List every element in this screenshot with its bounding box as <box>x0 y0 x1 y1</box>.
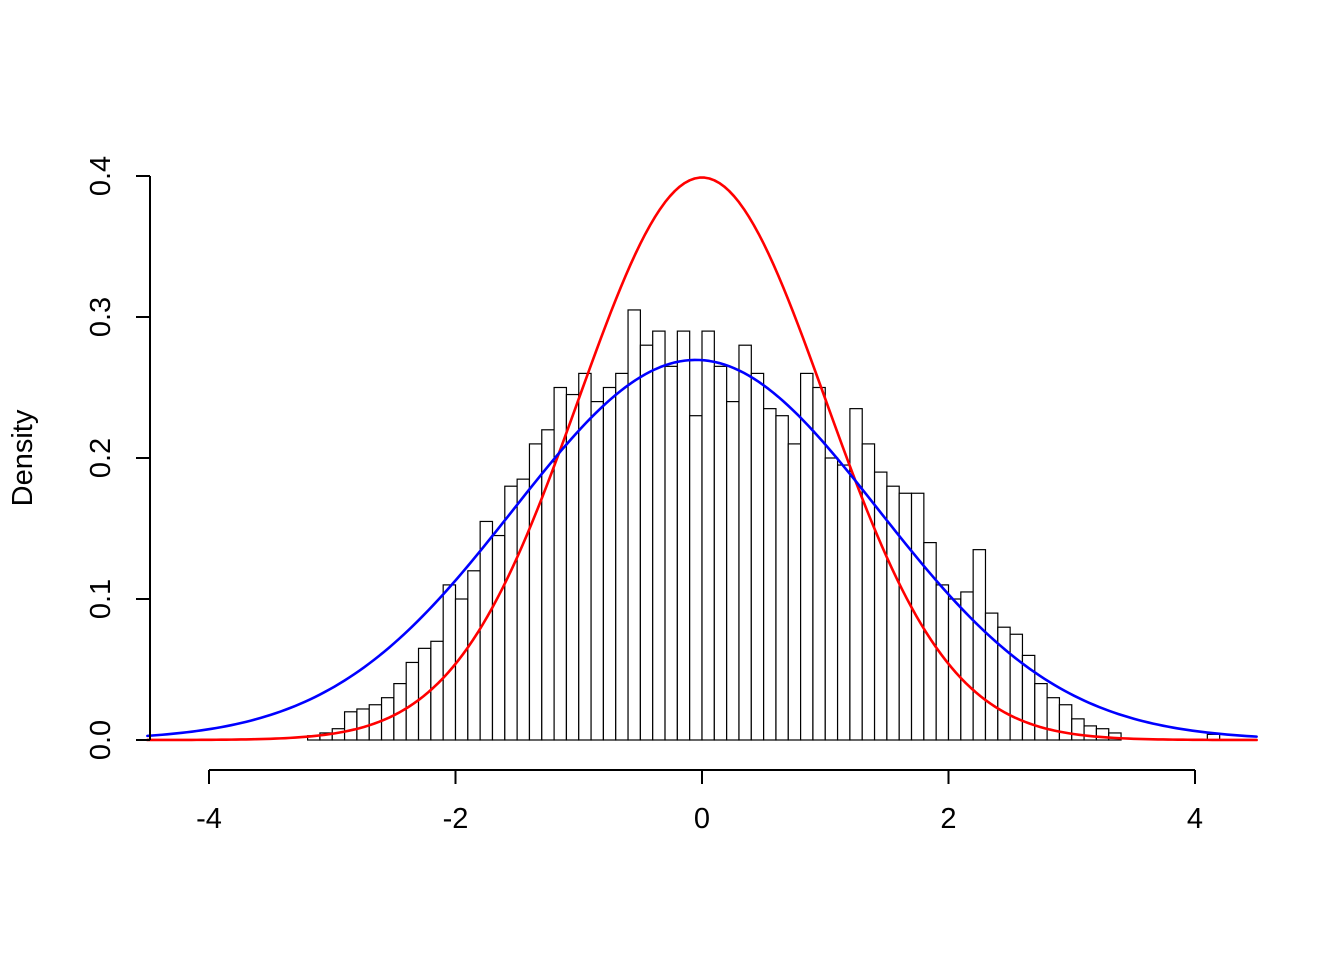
histogram-bar <box>738 344 752 741</box>
y-axis-tick-label: 0.4 <box>85 156 117 196</box>
x-axis-tick-label: -4 <box>196 803 222 835</box>
histogram-bar <box>1034 682 1048 741</box>
histogram-bar <box>467 570 481 741</box>
histogram-bar <box>812 386 826 741</box>
histogram-bar <box>615 372 629 741</box>
histogram-bar <box>1071 718 1085 741</box>
theoretical-normal-density-curve <box>146 176 1258 742</box>
histogram-bar <box>713 365 728 741</box>
histogram-bar <box>1009 633 1024 741</box>
histogram-bar <box>504 485 518 741</box>
histogram-bar <box>1083 725 1098 741</box>
histogram-bar <box>565 393 580 741</box>
histogram-bar <box>652 330 666 741</box>
histogram-bar <box>849 408 863 741</box>
histogram-bar <box>516 478 531 741</box>
x-axis-tick-label: 0 <box>694 803 710 835</box>
histogram-bar <box>343 711 358 741</box>
histogram-bar <box>602 386 617 741</box>
histogram-bar <box>775 415 789 741</box>
y-axis-tick-label: 0.1 <box>85 579 117 619</box>
histogram-bar <box>689 415 703 741</box>
x-axis-tick-label: -2 <box>443 803 469 835</box>
histogram-bar <box>726 401 740 741</box>
density-curves-layer <box>146 176 1258 742</box>
y-axis-tick-label: 0.3 <box>85 297 117 337</box>
histogram-bar <box>676 330 691 741</box>
y-axis-tick-label: 0.2 <box>85 438 117 478</box>
histogram-bar <box>836 464 851 741</box>
histogram-bar <box>1046 697 1061 741</box>
histogram-bar <box>701 330 715 741</box>
histogram-bar <box>479 520 494 741</box>
histogram-bar <box>442 584 457 741</box>
y-axis-tick-label: 0.0 <box>85 720 117 760</box>
histogram-bar <box>763 408 777 741</box>
histogram-bar <box>454 598 469 741</box>
histogram-bar <box>861 443 876 741</box>
histogram-bar <box>639 344 654 741</box>
histogram-bar <box>356 708 370 741</box>
histogram-bar <box>664 365 678 741</box>
histogram-bar <box>750 372 765 741</box>
kernel-density-estimate-curve <box>146 358 1258 738</box>
histogram-bar <box>627 309 641 741</box>
x-axis-tick-label: 4 <box>1187 803 1203 835</box>
histogram-bar <box>430 640 444 741</box>
histogram-bar <box>787 443 802 741</box>
histogram-bar <box>491 534 506 741</box>
x-axis-tick-label: 2 <box>940 803 956 835</box>
histogram-bar <box>824 457 839 741</box>
axes-layer: -4 -2 0 2 4 0.0 0.1 0.2 0.3 0.4 <box>85 156 1203 835</box>
histogram-bar <box>541 429 555 741</box>
histogram-bar <box>590 401 605 741</box>
histogram-bar <box>898 492 913 741</box>
histogram-bar <box>984 612 999 741</box>
y-axis-title: Density <box>7 409 39 506</box>
histogram-bar <box>972 549 987 741</box>
